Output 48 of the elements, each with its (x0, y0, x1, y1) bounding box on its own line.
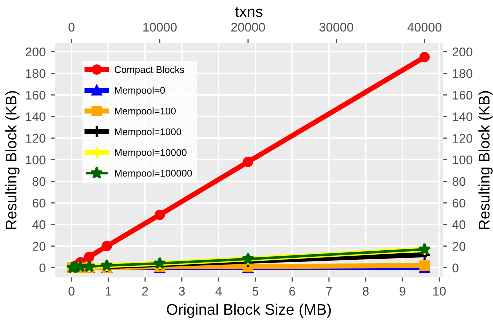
y-tick-label: 100 (26, 156, 46, 165)
y-tick-label: 180 (26, 69, 46, 78)
y2-tick-label: 200 (452, 48, 473, 57)
x-tick-label: 0 (68, 287, 75, 296)
legend-label: Mempool=0 (115, 86, 166, 96)
x-tick-label: 5 (252, 287, 259, 296)
y-axis-title: Resulting Block (KB) (6, 91, 20, 230)
y2-tick-label: 60 (452, 198, 466, 208)
y-tick-label: 80 (32, 177, 46, 186)
y-tick-label: 60 (32, 198, 46, 208)
y-tick-label: 120 (26, 134, 46, 144)
legend-label: Mempool=100 (115, 108, 176, 117)
y-tick-label: 200 (26, 48, 46, 57)
y2-tick-label: 120 (453, 134, 473, 144)
x-tick-label: 3 (179, 287, 186, 296)
legend-label: Compact Blocks (114, 66, 184, 76)
y2-tick-label: 0 (452, 264, 459, 273)
legend-label: Mempool=10000 (115, 149, 187, 158)
x-tick-label: 6 (290, 287, 296, 296)
x2-tick-label: 0 (68, 22, 75, 32)
x-tick-label: 9 (400, 287, 406, 296)
x-tick-label: 10 (434, 287, 446, 296)
legend-label: Mempool=100000 (115, 170, 192, 179)
x-tick-label: 2 (142, 287, 148, 296)
x-tick-label: 1 (106, 287, 112, 296)
y-tick-label: 20 (32, 242, 46, 251)
y-tick-label: 40 (32, 220, 46, 230)
x2-tick-label: 30000 (320, 22, 354, 32)
y2-axis-title: Resulting Block (KB) (478, 91, 493, 230)
y2-tick-label: 20 (452, 242, 466, 251)
x2-tick-label: 10000 (144, 22, 177, 32)
x-axis-title: Original Block Size (MB) (167, 304, 332, 318)
x2-tick-label: 40000 (408, 22, 442, 32)
y2-tick-label: 40 (452, 220, 466, 230)
y-tick-label: 160 (26, 90, 46, 100)
x-tick-label: 4 (216, 287, 222, 296)
y2-tick-label: 100 (453, 156, 473, 165)
y2-tick-label: 160 (453, 90, 473, 100)
y2-tick-label: 140 (453, 112, 473, 122)
x2-tick-label: 20000 (232, 22, 266, 32)
y2-tick-label: 80 (452, 177, 466, 186)
x-tick-label: 7 (326, 287, 332, 296)
legend-label: Mempool=1000 (115, 128, 182, 138)
y-tick-label: 0 (40, 264, 46, 273)
y2-tick-label: 180 (453, 69, 473, 78)
x-tick-label: 8 (363, 287, 369, 296)
y-tick-label: 140 (26, 112, 46, 122)
x2-axis-title: txns (235, 7, 263, 18)
